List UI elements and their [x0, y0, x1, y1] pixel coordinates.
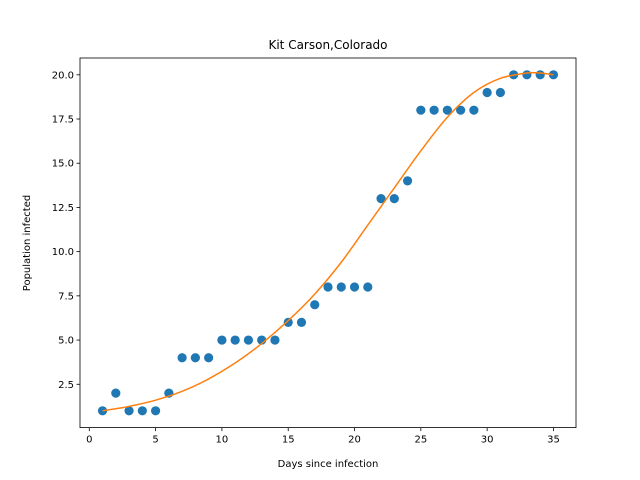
- x-tick-label: 30: [481, 435, 494, 446]
- x-tick-label: 5: [152, 435, 158, 446]
- x-tick-label: 0: [86, 435, 92, 446]
- y-tick-label: 15.0: [52, 159, 74, 170]
- fit-curve-line: [102, 71, 554, 412]
- data-point: [416, 105, 426, 115]
- x-axis-title: Days since infection: [278, 459, 379, 470]
- data-point: [442, 105, 452, 115]
- data-point: [204, 353, 214, 363]
- data-point: [402, 176, 413, 186]
- data-point: [482, 87, 492, 98]
- data-point: [376, 193, 386, 204]
- data-point: [363, 282, 373, 292]
- y-tick-label: 17.5: [52, 115, 74, 126]
- data-point: [548, 70, 559, 80]
- x-tick-label: 25: [414, 435, 427, 446]
- data-point: [429, 105, 439, 115]
- y-axis: 2.5 5.0 7.5 10.0 12.5 15.0 17.5 20.0: [52, 70, 80, 391]
- y-axis-title: Population infected: [22, 195, 33, 291]
- data-point: [270, 335, 280, 345]
- data-point: [111, 388, 121, 398]
- data-point: [469, 105, 479, 115]
- data-point: [323, 282, 333, 292]
- y-tick-label: 7.5: [58, 291, 74, 302]
- data-point: [389, 193, 399, 204]
- x-tick-label: 35: [547, 435, 560, 446]
- y-tick-label: 5.0: [58, 336, 74, 347]
- data-point: [124, 406, 134, 416]
- data-point: [495, 87, 506, 98]
- plot-area: [97, 70, 559, 416]
- data-point: [296, 317, 307, 327]
- data-point: [190, 353, 200, 363]
- y-tick-label: 10.0: [52, 247, 74, 258]
- x-tick-label: 10: [216, 435, 229, 446]
- data-point: [137, 406, 147, 416]
- data-point: [310, 300, 320, 310]
- data-point: [456, 105, 466, 115]
- x-tick-label: 20: [348, 435, 361, 446]
- data-point: [283, 317, 293, 327]
- x-axis: 0 5 10 15 20 25 30 35: [86, 427, 560, 446]
- data-point: [177, 353, 187, 363]
- y-tick-label: 20.0: [52, 70, 74, 81]
- x-tick-label: 15: [282, 435, 295, 446]
- data-point: [336, 282, 346, 292]
- chart-title: Kit Carson,Colorado: [268, 38, 387, 52]
- data-point: [150, 406, 161, 416]
- y-tick-label: 2.5: [58, 380, 74, 391]
- data-point: [535, 70, 545, 80]
- data-point: [230, 335, 240, 345]
- y-tick-label: 12.5: [52, 203, 74, 214]
- data-point: [243, 335, 254, 345]
- data-point: [217, 335, 227, 345]
- data-point: [349, 282, 360, 292]
- data-point: [522, 70, 532, 80]
- plot-frame: [79, 57, 577, 429]
